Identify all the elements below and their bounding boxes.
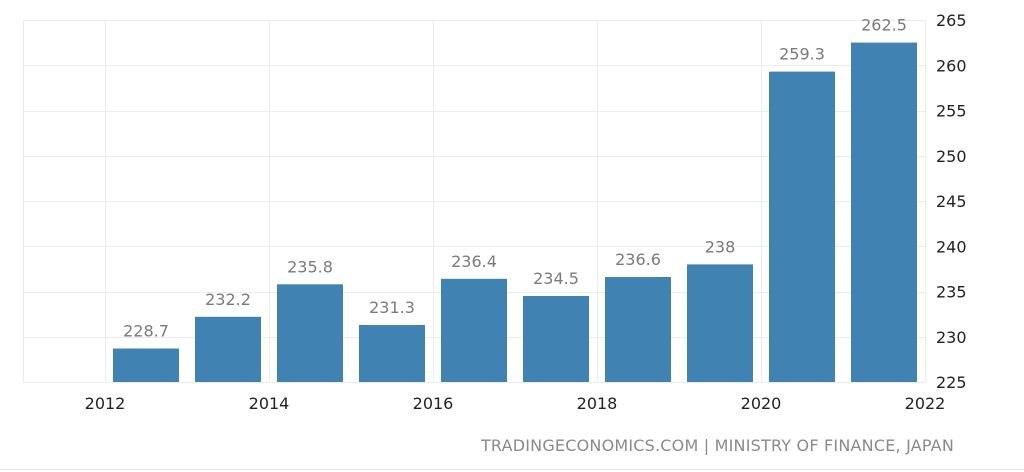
bar-2020 <box>769 71 835 382</box>
bar-2018 <box>605 277 671 382</box>
bar-2013 <box>195 316 261 382</box>
data-label-2012: 228.7 <box>123 322 169 341</box>
data-label-2015: 231.3 <box>369 298 415 317</box>
y-tick-label: 255 <box>936 102 967 121</box>
data-label-2014: 235.8 <box>287 257 333 276</box>
data-label-2021: 262.5 <box>861 16 907 35</box>
y-tick-label: 235 <box>936 283 967 302</box>
x-tick-label: 2012 <box>85 394 126 413</box>
bar-2012 <box>113 348 179 382</box>
x-tick-label: 2016 <box>413 394 454 413</box>
bar-2017 <box>523 296 589 382</box>
bar-2019 <box>687 264 753 382</box>
x-tick-label: 2014 <box>249 394 290 413</box>
y-tick-label: 230 <box>936 328 967 347</box>
y-tick-label: 225 <box>936 373 967 392</box>
bar-2021 <box>851 42 917 382</box>
data-label-2019: 238 <box>705 237 736 256</box>
source-credit: TRADINGECONOMICS.COM | MINISTRY OF FINAN… <box>480 436 954 455</box>
data-label-2013: 232.2 <box>205 290 251 309</box>
data-label-2020: 259.3 <box>779 45 825 64</box>
footer-divider <box>0 469 1024 470</box>
y-tick-label: 265 <box>936 11 967 30</box>
y-tick-label: 240 <box>936 237 967 256</box>
x-tick-label: 2018 <box>577 394 618 413</box>
data-label-2018: 236.6 <box>615 250 661 269</box>
x-tick-label: 2022 <box>905 394 946 413</box>
data-label-2017: 234.5 <box>533 269 579 288</box>
y-tick-label: 250 <box>936 147 967 166</box>
bar-2016 <box>441 278 507 382</box>
x-tick-label: 2020 <box>741 394 782 413</box>
data-label-2016: 236.4 <box>451 252 497 271</box>
bar-2015 <box>359 325 425 382</box>
y-tick-label: 260 <box>936 56 967 75</box>
bar-2014 <box>277 284 343 382</box>
y-tick-label: 245 <box>936 192 967 211</box>
